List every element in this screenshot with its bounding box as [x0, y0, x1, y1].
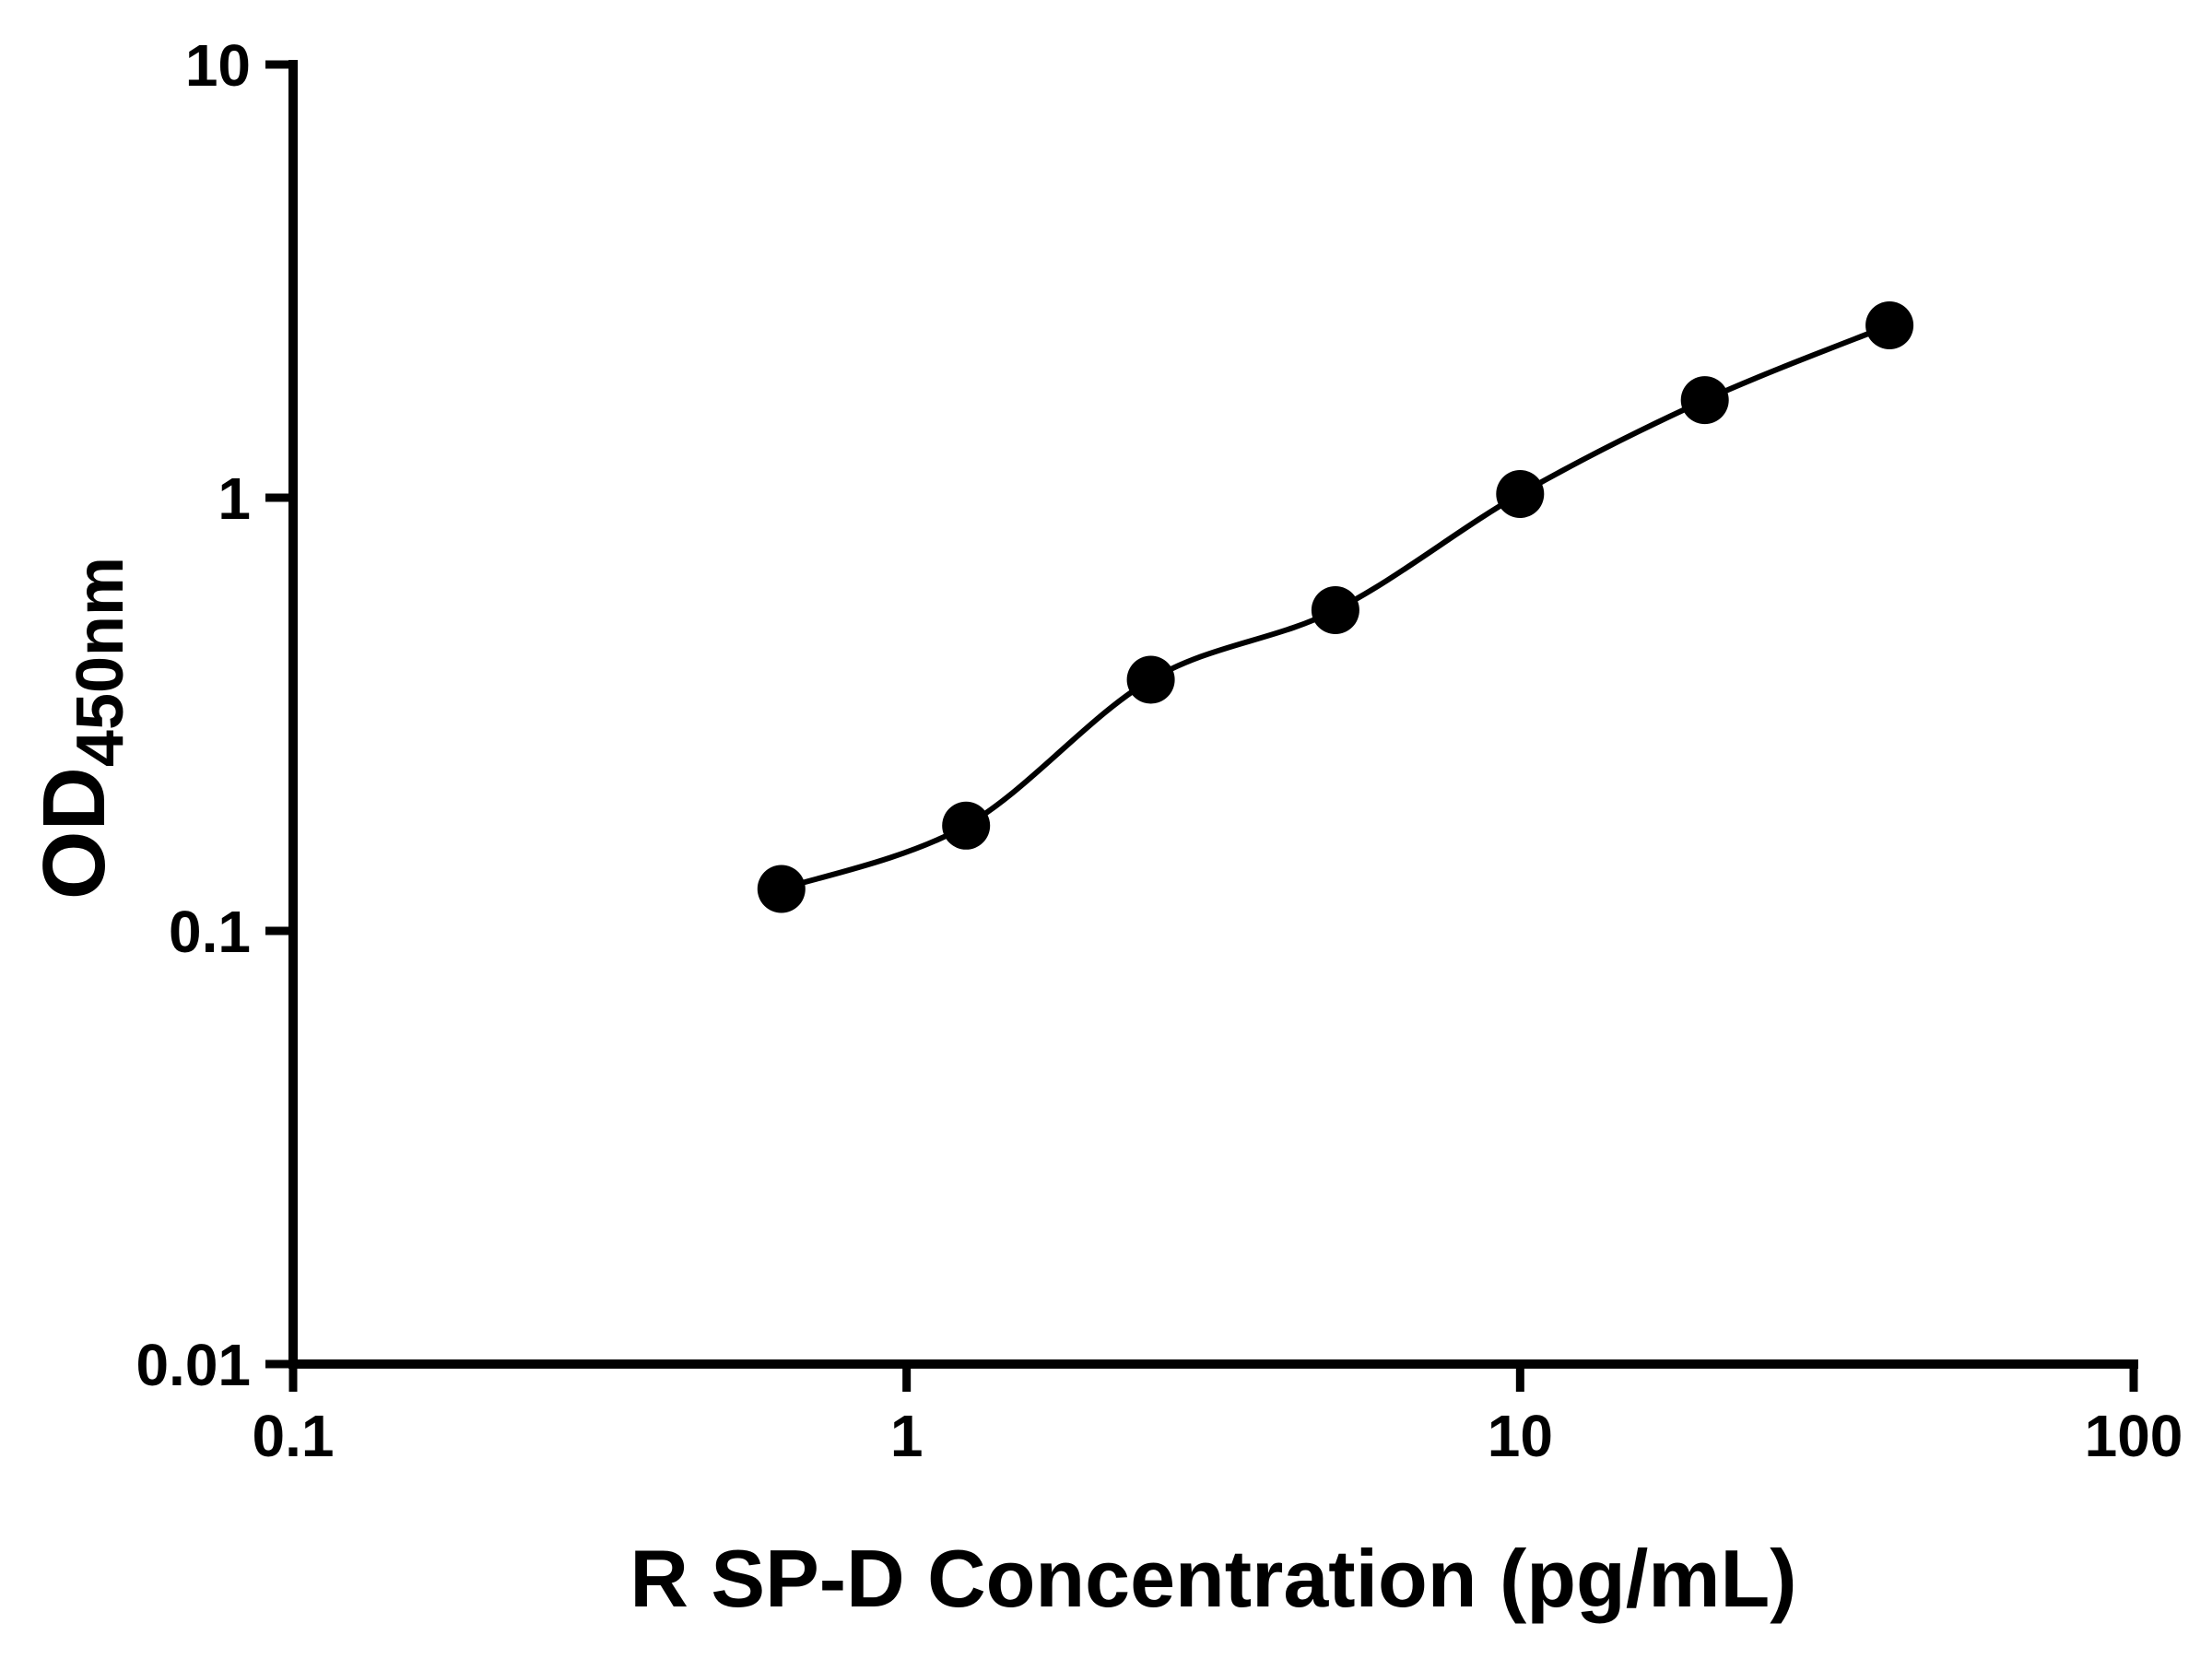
data-point — [1126, 655, 1175, 704]
x-axis-label: R SP-D Concentration (pg/mL) — [629, 1533, 1797, 1624]
x-axis-tick-label: 1 — [890, 1403, 924, 1469]
y-axis-tick-label: 0.1 — [169, 899, 251, 965]
x-axis-tick-label: 10 — [1488, 1403, 1553, 1469]
x-axis-tick-label: 100 — [2085, 1403, 2183, 1469]
data-point — [1496, 470, 1545, 518]
y-axis-tick-label: 1 — [218, 465, 251, 532]
y-axis-label-base: OD — [25, 767, 124, 900]
y-axis-tick-label: 0.01 — [135, 1332, 251, 1398]
data-point — [1311, 586, 1359, 634]
x-axis-tick-label: 0.1 — [253, 1403, 335, 1469]
axes-spines — [288, 60, 2138, 1369]
data-point — [1865, 301, 1914, 349]
y-axis-label: OD450nm — [24, 557, 138, 900]
data-point — [942, 801, 991, 850]
data-point — [1680, 376, 1729, 425]
data-point — [757, 865, 806, 913]
y-axis-tick-label: 10 — [185, 32, 251, 99]
y-axis-label-subscript: 450nm — [64, 556, 137, 768]
